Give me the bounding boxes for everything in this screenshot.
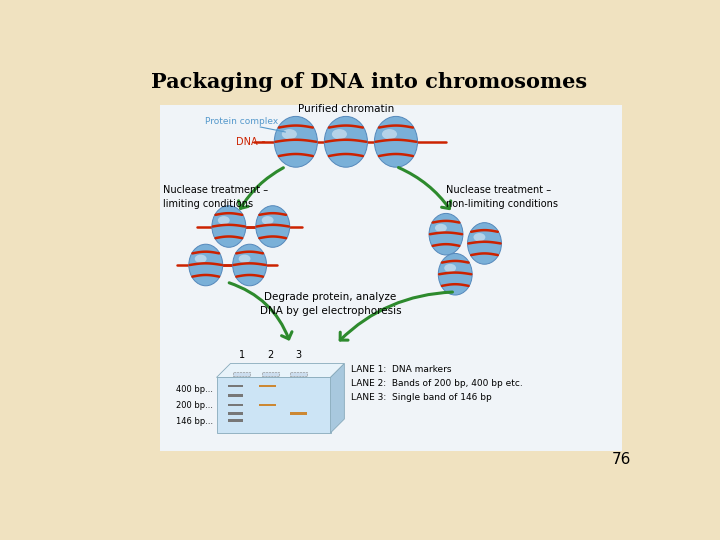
Text: Degrade protein, analyze
DNA by gel electrophoresis: Degrade protein, analyze DNA by gel elec… [260, 292, 401, 315]
Ellipse shape [189, 244, 222, 286]
Ellipse shape [256, 206, 289, 247]
Bar [228, 403, 243, 406]
Polygon shape [217, 377, 330, 433]
Bar [228, 419, 243, 422]
Text: Purified chromatin: Purified chromatin [298, 104, 394, 114]
Polygon shape [330, 363, 344, 433]
Ellipse shape [218, 216, 230, 225]
Text: 1: 1 [239, 350, 245, 361]
Ellipse shape [238, 254, 251, 263]
Bar [259, 403, 276, 406]
Ellipse shape [324, 117, 367, 167]
Text: Protein complex: Protein complex [205, 117, 279, 125]
Text: Nuclease treatment –
limiting conditions: Nuclease treatment – limiting conditions [163, 185, 269, 209]
Ellipse shape [282, 129, 297, 139]
Text: 2: 2 [267, 350, 274, 361]
Ellipse shape [262, 216, 274, 225]
Ellipse shape [474, 233, 485, 241]
Ellipse shape [382, 129, 397, 139]
Text: DNA: DNA [235, 137, 257, 147]
Ellipse shape [435, 224, 447, 232]
Ellipse shape [332, 129, 347, 139]
Bar [228, 384, 243, 387]
FancyBboxPatch shape [160, 105, 621, 451]
Text: 400 bp...
200 bp...
146 bp...: 400 bp... 200 bp... 146 bp... [176, 384, 212, 426]
Ellipse shape [233, 244, 266, 286]
Text: LANE 1:  DNA markers
LANE 2:  Bands of 200 bp, 400 bp etc.
LANE 3:  Single band : LANE 1: DNA markers LANE 2: Bands of 200… [351, 365, 522, 402]
Ellipse shape [438, 253, 472, 295]
Bar [228, 412, 243, 415]
Bar [262, 372, 279, 376]
Ellipse shape [212, 206, 246, 247]
Bar [289, 372, 307, 376]
Text: 3: 3 [295, 350, 301, 361]
Bar [259, 384, 276, 387]
Text: 76: 76 [611, 452, 631, 467]
Bar [289, 412, 307, 415]
Text: Packaging of DNA into chromosomes: Packaging of DNA into chromosomes [151, 72, 587, 92]
Text: Nuclease treatment –
non-limiting conditions: Nuclease treatment – non-limiting condit… [446, 185, 558, 209]
Ellipse shape [429, 213, 463, 255]
Ellipse shape [467, 222, 501, 264]
Ellipse shape [194, 254, 207, 263]
Ellipse shape [374, 117, 418, 167]
Polygon shape [217, 363, 344, 377]
Bar [228, 394, 243, 397]
Ellipse shape [444, 264, 456, 272]
Bar [233, 372, 251, 376]
Ellipse shape [274, 117, 318, 167]
